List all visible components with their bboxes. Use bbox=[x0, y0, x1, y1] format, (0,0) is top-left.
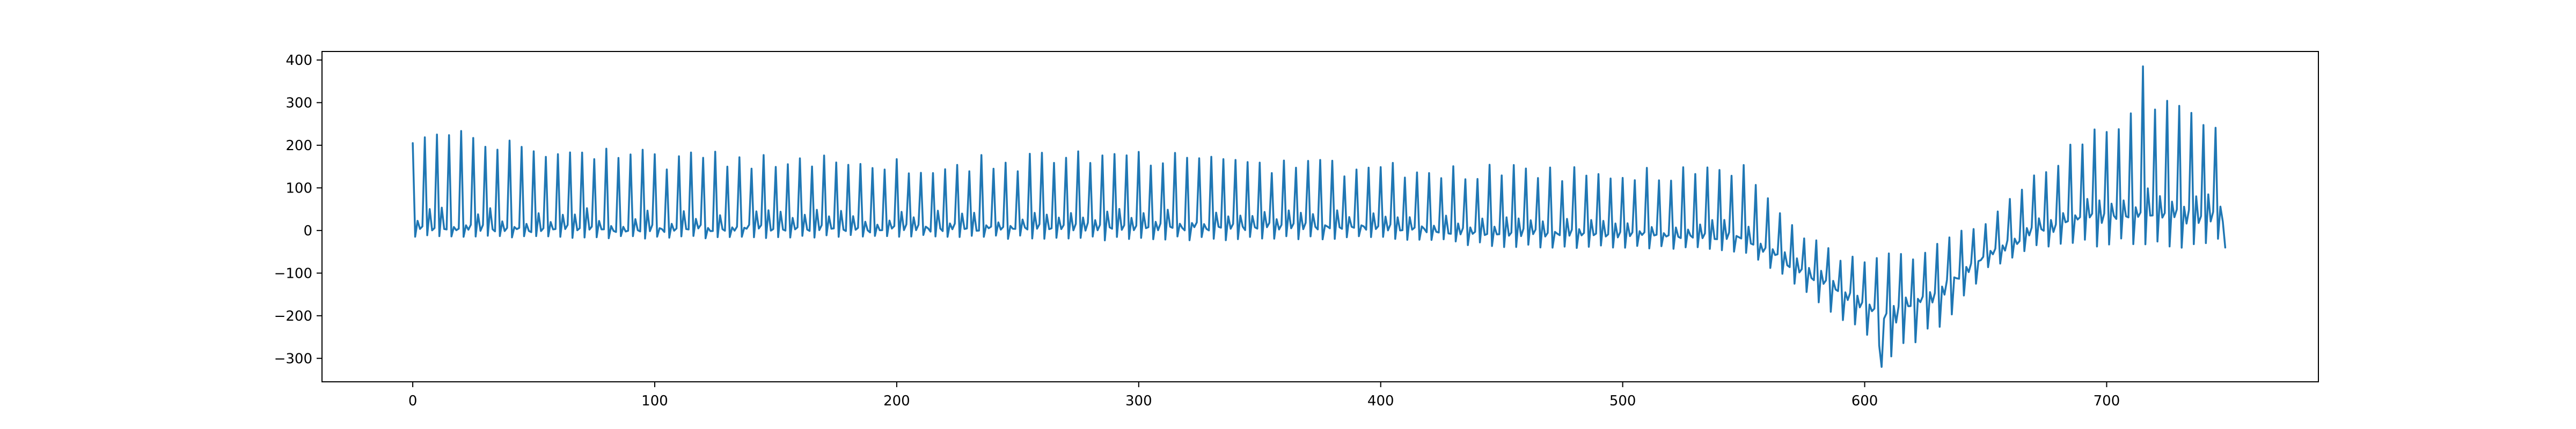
y-axis: −300 −200 −100 0 100 200 300 400 bbox=[274, 53, 322, 367]
axes-frame bbox=[321, 51, 2319, 382]
x-tick-label: 400 bbox=[1367, 393, 1394, 409]
y-tick-label: −200 bbox=[274, 308, 312, 324]
x-tick-label: 0 bbox=[408, 393, 418, 409]
x-tick-label: 600 bbox=[1851, 393, 1878, 409]
y-tick-label: 300 bbox=[286, 95, 312, 111]
y-tick-label: 400 bbox=[286, 53, 312, 69]
x-tick-label: 200 bbox=[883, 393, 910, 409]
y-tick-label: 0 bbox=[303, 223, 312, 239]
y-tick-label: 200 bbox=[286, 138, 312, 154]
x-tick-label: 300 bbox=[1125, 393, 1152, 409]
x-tick-label: 500 bbox=[1609, 393, 1636, 409]
y-tick-label: 100 bbox=[286, 180, 312, 196]
x-axis: 0 100 200 300 400 500 600 700 bbox=[408, 382, 2120, 409]
x-tick-label: 100 bbox=[641, 393, 668, 409]
x-tick-label: 700 bbox=[2094, 393, 2120, 409]
plot-area bbox=[412, 65, 2227, 368]
y-tick-label: −300 bbox=[274, 351, 312, 367]
series-line bbox=[412, 65, 2227, 368]
y-tick-label: −100 bbox=[274, 265, 312, 282]
